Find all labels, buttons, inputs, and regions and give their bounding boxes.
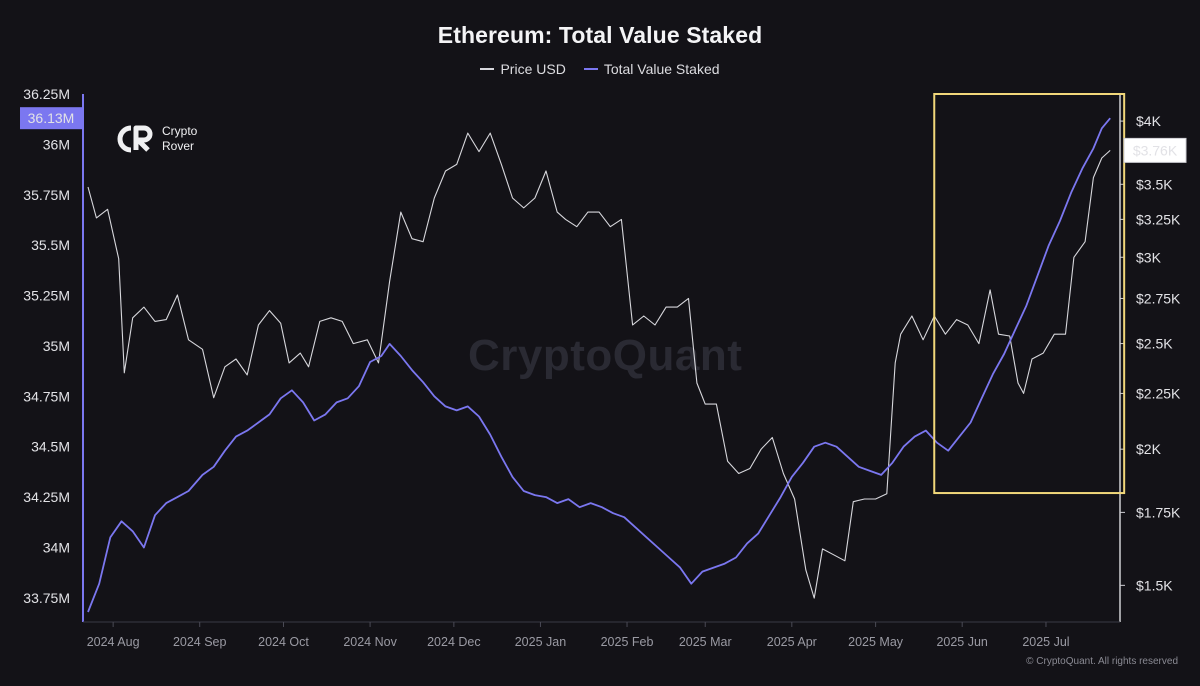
right-current-badge bbox=[1123, 137, 1187, 163]
crypto-rover-icon bbox=[117, 125, 153, 153]
right-current-value: $3.76K bbox=[1133, 142, 1178, 158]
left-tick-label: 34.5M bbox=[31, 439, 70, 455]
right-tick-label: $2.25K bbox=[1136, 385, 1181, 401]
right-tick-label: $1.75K bbox=[1136, 504, 1181, 520]
x-tick-label: 2025 Jan bbox=[515, 635, 566, 649]
x-tick-label: 2025 Jun bbox=[936, 635, 987, 649]
right-tick-label: $3.25K bbox=[1136, 211, 1181, 227]
highlight-box bbox=[933, 93, 1126, 495]
left-tick-label: 35.75M bbox=[23, 187, 70, 203]
left-current-badge bbox=[20, 107, 82, 130]
legend-label-price: Price USD bbox=[500, 61, 566, 77]
copyright-text: © CryptoQuant. All rights reserved bbox=[1026, 656, 1178, 667]
left-tick-label: 34.75M bbox=[23, 388, 70, 404]
left-tick-label: 36M bbox=[43, 136, 70, 152]
x-tick-label: 2024 Dec bbox=[427, 635, 481, 649]
right-tick-label: $2K bbox=[1136, 441, 1162, 457]
logo-line-1: Crypto bbox=[162, 124, 198, 138]
right-tick-label: $2.75K bbox=[1136, 290, 1181, 306]
legend-item-tvs[interactable]: Total Value Staked bbox=[583, 61, 720, 77]
right-tick-label: $1.5K bbox=[1136, 577, 1173, 593]
legend-swatch-tvs bbox=[583, 68, 598, 70]
x-tick-label: 2025 Feb bbox=[601, 635, 654, 649]
logo-line-2: Rover bbox=[162, 139, 195, 153]
right-tick-label: $2.5K bbox=[1136, 336, 1173, 352]
x-tick-label: 2024 Oct bbox=[258, 635, 309, 649]
left-tick-label: 34M bbox=[43, 539, 70, 555]
left-tick-label: 35M bbox=[43, 338, 70, 354]
left-tick-label: 35.25M bbox=[23, 288, 70, 304]
legend-swatch-price bbox=[480, 68, 495, 70]
x-tick-label: 2025 Mar bbox=[679, 635, 732, 649]
series-line-price-usd bbox=[87, 132, 1111, 599]
left-tick-label: 35.5M bbox=[31, 237, 70, 253]
left-current-value: 36.13M bbox=[28, 110, 75, 126]
x-tick-label: 2024 Aug bbox=[87, 635, 140, 649]
chart-legend: Price USD Total Value Staked bbox=[0, 61, 1200, 77]
legend-label-tvs: Total Value Staked bbox=[603, 61, 720, 77]
x-tick-label: 2025 Jul bbox=[1022, 635, 1069, 649]
left-tick-label: 36.25M bbox=[23, 86, 70, 102]
x-tick-label: 2025 Apr bbox=[767, 635, 817, 649]
legend-item-price[interactable]: Price USD bbox=[480, 61, 566, 77]
right-tick-label: $4K bbox=[1136, 113, 1162, 129]
series-line-total-value-staked bbox=[87, 117, 1111, 613]
x-tick-label: 2024 Nov bbox=[343, 635, 397, 649]
left-tick-label: 33.75M bbox=[23, 590, 70, 606]
x-tick-label: 2025 May bbox=[848, 635, 904, 649]
chart-title: Ethereum: Total Value Staked bbox=[437, 22, 763, 48]
x-tick-label: 2024 Sep bbox=[173, 635, 227, 649]
crypto-rover-logo: Crypto Rover bbox=[116, 124, 197, 154]
left-tick-label: 34.25M bbox=[23, 489, 70, 505]
right-tick-label: $3.5K bbox=[1136, 176, 1173, 192]
right-tick-label: $3K bbox=[1136, 249, 1162, 265]
